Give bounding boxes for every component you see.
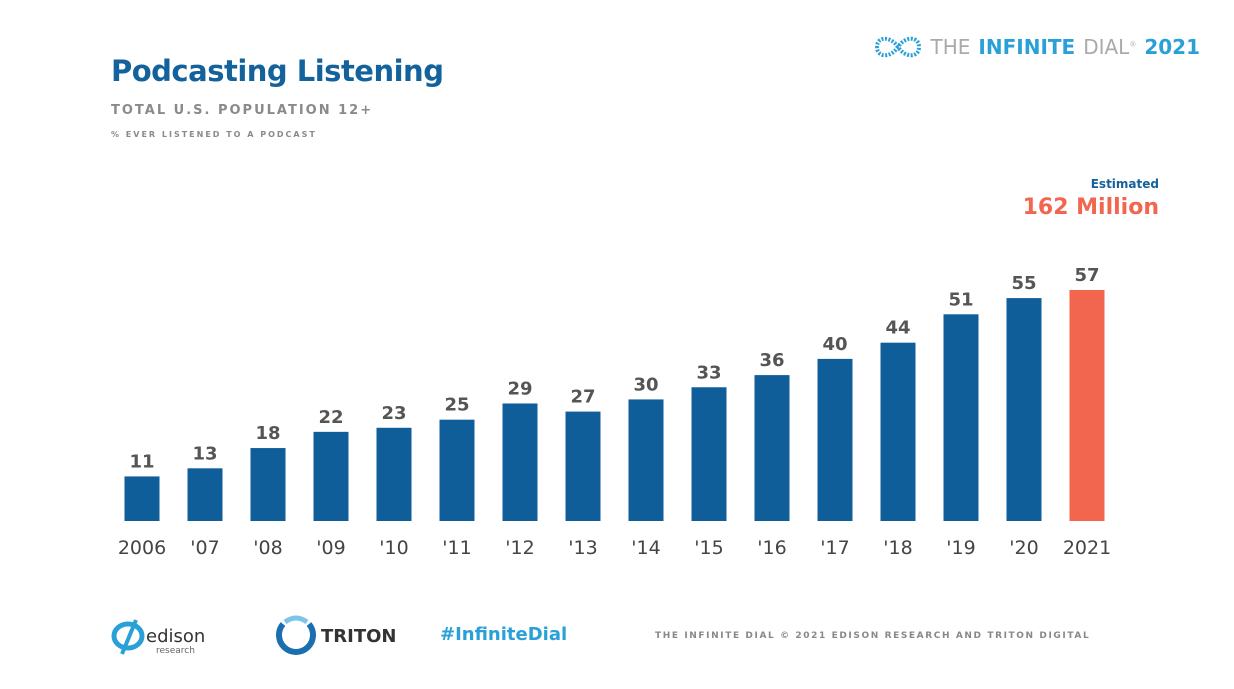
brand-prefix: THE (930, 35, 971, 59)
triton-mark-icon (276, 615, 316, 655)
data-label: 11 (129, 451, 154, 472)
data-label: 44 (885, 318, 910, 339)
x-tick-label: '07 (190, 537, 219, 559)
brand-year: 2021 (1144, 35, 1200, 59)
x-tick-label: '14 (631, 537, 660, 559)
data-label: 40 (822, 334, 847, 355)
bar (124, 476, 160, 521)
edison-sub: research (156, 646, 195, 656)
infinite-dial-logo: THE INFINITE DIAL® 2021 (873, 34, 1200, 60)
bar (1006, 298, 1042, 521)
edison-logo: edison research (110, 616, 205, 656)
chart-measure: % EVER LISTENED TO A PODCAST (111, 130, 317, 139)
bar (187, 468, 223, 521)
x-tick-label: '09 (316, 537, 345, 559)
data-label: 23 (381, 403, 406, 424)
bar (376, 427, 412, 521)
copyright: THE INFINITE DIAL © 2021 EDISON RESEARCH… (655, 631, 1091, 641)
bar (565, 411, 601, 521)
data-label: 27 (570, 387, 595, 408)
x-tick-label: 2021 (1063, 537, 1111, 559)
estimate-value: 162 Million (1022, 195, 1159, 220)
brand-reg: ® (1129, 40, 1137, 49)
data-label: 13 (192, 443, 217, 464)
x-tick-label: '13 (568, 537, 597, 559)
x-tick-label: '17 (820, 537, 849, 559)
bar (313, 431, 349, 521)
data-label: 51 (948, 289, 973, 310)
brand-name: INFINITE (978, 35, 1076, 59)
edison-name: edison (146, 626, 206, 647)
triton-logo: TRITON (275, 614, 396, 658)
x-tick-label: 2006 (118, 537, 166, 559)
bar (691, 387, 727, 521)
bar (754, 375, 790, 521)
estimate-label: Estimated (1090, 177, 1159, 191)
hashtag: #InfiniteDial (440, 624, 568, 645)
data-label: 25 (444, 395, 469, 416)
data-label: 30 (633, 374, 658, 395)
x-tick-label: '10 (379, 537, 408, 559)
data-label: 18 (255, 423, 280, 444)
x-tick-label: '11 (442, 537, 471, 559)
bar (817, 358, 853, 521)
x-tick-label: '15 (694, 537, 723, 559)
x-tick-label: '08 (253, 537, 282, 559)
x-tick-label: '19 (946, 537, 975, 559)
bar (250, 448, 286, 521)
x-tick-label: '20 (1009, 537, 1038, 559)
x-tick-label: '18 (883, 537, 912, 559)
data-label: 33 (696, 362, 721, 383)
brand-suffix: DIAL (1083, 35, 1130, 59)
bar (943, 314, 979, 521)
bar (439, 419, 475, 521)
infinity-icon (874, 36, 921, 58)
bar (1069, 290, 1105, 521)
edison-swirl-icon (111, 619, 145, 655)
bar (502, 403, 538, 521)
data-label: 36 (759, 350, 784, 371)
x-tick-label: '16 (757, 537, 786, 559)
data-label: 57 (1074, 265, 1099, 286)
triton-name: TRITON (321, 625, 397, 647)
chart-title: Podcasting Listening (111, 54, 444, 88)
x-tick-label: '12 (505, 537, 534, 559)
chart-subtitle: TOTAL U.S. POPULATION 12+ (111, 103, 374, 118)
data-label: 29 (507, 378, 532, 399)
footer: edison research TRITON #InfiniteDial THE … (0, 612, 1234, 662)
data-label: 55 (1011, 273, 1036, 294)
estimate-callout: Estimated 162 Million (1023, 177, 1159, 220)
bar-chart: 11 2006 13 '07 18 '08 22 '09 23 '10 25 '11 29 '12 27 '1… (118, 265, 1111, 559)
bar (628, 399, 664, 521)
bar (880, 342, 916, 521)
data-label: 22 (318, 407, 343, 428)
